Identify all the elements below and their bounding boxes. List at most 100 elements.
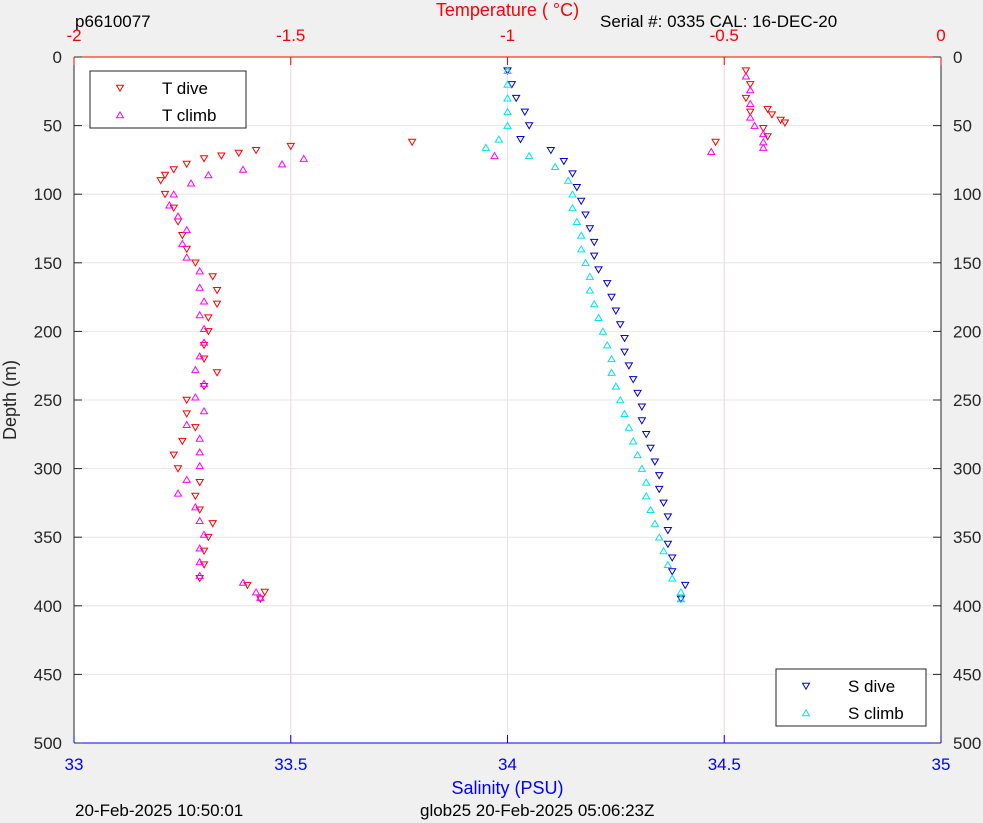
t-climb-point xyxy=(182,420,192,428)
salinity-axis-title: Salinity (PSU) xyxy=(451,778,563,798)
t-dive-point xyxy=(178,232,187,240)
t-climb-point xyxy=(199,530,209,538)
s-climb-point xyxy=(563,176,573,184)
t-dive-point xyxy=(286,142,296,151)
t-climb-point xyxy=(195,447,205,456)
s-climb-point xyxy=(637,464,647,472)
depth-tick-label-left: 100 xyxy=(34,185,62,204)
s-dive-point xyxy=(520,108,530,117)
s-dive-point xyxy=(511,94,521,103)
t-climb-point xyxy=(191,393,200,401)
t-dive-point xyxy=(191,259,200,267)
s-dive-point xyxy=(654,472,664,480)
t-climb-point xyxy=(195,557,205,566)
t-dive-point xyxy=(407,138,417,147)
salinity-tick-label: 33 xyxy=(65,755,84,774)
s-climb-point xyxy=(524,151,534,160)
s-dive-point xyxy=(633,389,642,398)
t-climb-point xyxy=(182,225,192,234)
temperature-tick-label: -1 xyxy=(500,26,515,45)
depth-tick-label-right: 450 xyxy=(953,665,981,684)
depth-tick-label-left: 0 xyxy=(53,48,62,67)
t-dive-point xyxy=(780,119,790,127)
s-dive-point xyxy=(594,266,603,274)
t-dive-point xyxy=(260,588,270,597)
s-dive-point xyxy=(524,122,534,130)
depth-tick-label-left: 300 xyxy=(34,460,62,479)
t-dive-point xyxy=(160,190,170,199)
t-climb-point xyxy=(195,310,205,319)
t-climb-point xyxy=(195,266,205,275)
s-dive-point xyxy=(620,348,629,357)
t-climb-point xyxy=(745,85,755,94)
t-dive-point xyxy=(199,155,209,163)
s-climb-point xyxy=(611,382,621,390)
s-climb-point xyxy=(607,368,616,376)
footer-mission: glob25 20-Feb-2025 05:06:23Z xyxy=(420,801,655,820)
legend-marker-s-dive xyxy=(801,682,811,691)
depth-tick-label-left: 450 xyxy=(34,665,62,684)
s-dive-point xyxy=(615,321,625,329)
t-climb-point xyxy=(758,143,768,151)
s-dive-point xyxy=(637,403,647,411)
footer-timestamp: 20-Feb-2025 10:50:01 xyxy=(75,801,244,820)
t-climb-point xyxy=(745,99,755,107)
t-dive-point xyxy=(711,138,720,147)
depth-tick-label-right: 100 xyxy=(953,185,981,204)
depth-axis-title: Depth (m) xyxy=(0,360,20,440)
temperature-tick-label: 0 xyxy=(936,26,945,45)
t-climb-point xyxy=(173,212,183,220)
t-climb-point xyxy=(238,578,248,586)
t-climb-point xyxy=(741,72,751,80)
depth-tick-label-left: 200 xyxy=(34,322,62,341)
s-climb-point xyxy=(602,340,612,349)
t-dive-point xyxy=(156,177,166,185)
s-dive-point xyxy=(611,307,621,315)
t-dive-point xyxy=(741,67,751,75)
salinity-legend xyxy=(775,668,927,727)
t-dive-point xyxy=(256,595,265,604)
legend-marker-s-climb xyxy=(801,708,811,717)
t-climb-point xyxy=(199,338,209,346)
s-climb-point xyxy=(659,546,668,555)
t-climb-point xyxy=(186,179,196,187)
t-dive-point xyxy=(191,492,200,501)
t-climb-point xyxy=(195,516,205,525)
t-climb-point xyxy=(758,129,768,138)
s-climb-point xyxy=(503,66,512,75)
t-climb-point xyxy=(195,434,205,442)
s-dive-point xyxy=(607,293,616,302)
s-climb-point xyxy=(646,505,655,514)
s-dive-point xyxy=(624,362,634,370)
temperature-tick-label: -2 xyxy=(66,26,81,45)
legend-label-s-climb: S climb xyxy=(848,704,904,723)
s-climb-point xyxy=(550,162,560,171)
s-dive-point xyxy=(637,417,647,425)
depth-tick-label-right: 200 xyxy=(953,322,981,341)
salinity-tick-label: 33.5 xyxy=(274,755,307,774)
s-climb-point xyxy=(503,94,512,102)
s-climb-point xyxy=(503,121,512,129)
s-climb-point xyxy=(594,313,603,321)
depth-tick-label-left: 400 xyxy=(34,597,62,616)
depth-tick-label-left: 500 xyxy=(34,734,62,753)
depth-tick-label-left: 250 xyxy=(34,391,62,410)
s-climb-point xyxy=(576,244,586,253)
t-climb-point xyxy=(299,154,309,162)
s-dive-point xyxy=(546,146,556,155)
depth-tick-label-right: 500 xyxy=(953,734,981,753)
t-climb-point xyxy=(256,593,265,601)
s-dive-point xyxy=(663,527,673,535)
salinity-tick-label: 34 xyxy=(498,755,517,774)
t-climb-point xyxy=(251,587,261,596)
t-climb-point xyxy=(178,239,187,247)
t-climb-point xyxy=(199,324,209,332)
t-climb-point xyxy=(164,201,174,209)
t-dive-point xyxy=(160,171,170,180)
serial-cal-label: Serial #: 0335 CAL: 16-DEC-20 xyxy=(600,12,838,31)
s-climb-point xyxy=(624,423,634,431)
s-dive-point xyxy=(663,540,673,549)
s-dive-point xyxy=(659,499,668,508)
depth-tick-label-left: 350 xyxy=(34,528,62,547)
t-dive-point xyxy=(208,520,218,528)
